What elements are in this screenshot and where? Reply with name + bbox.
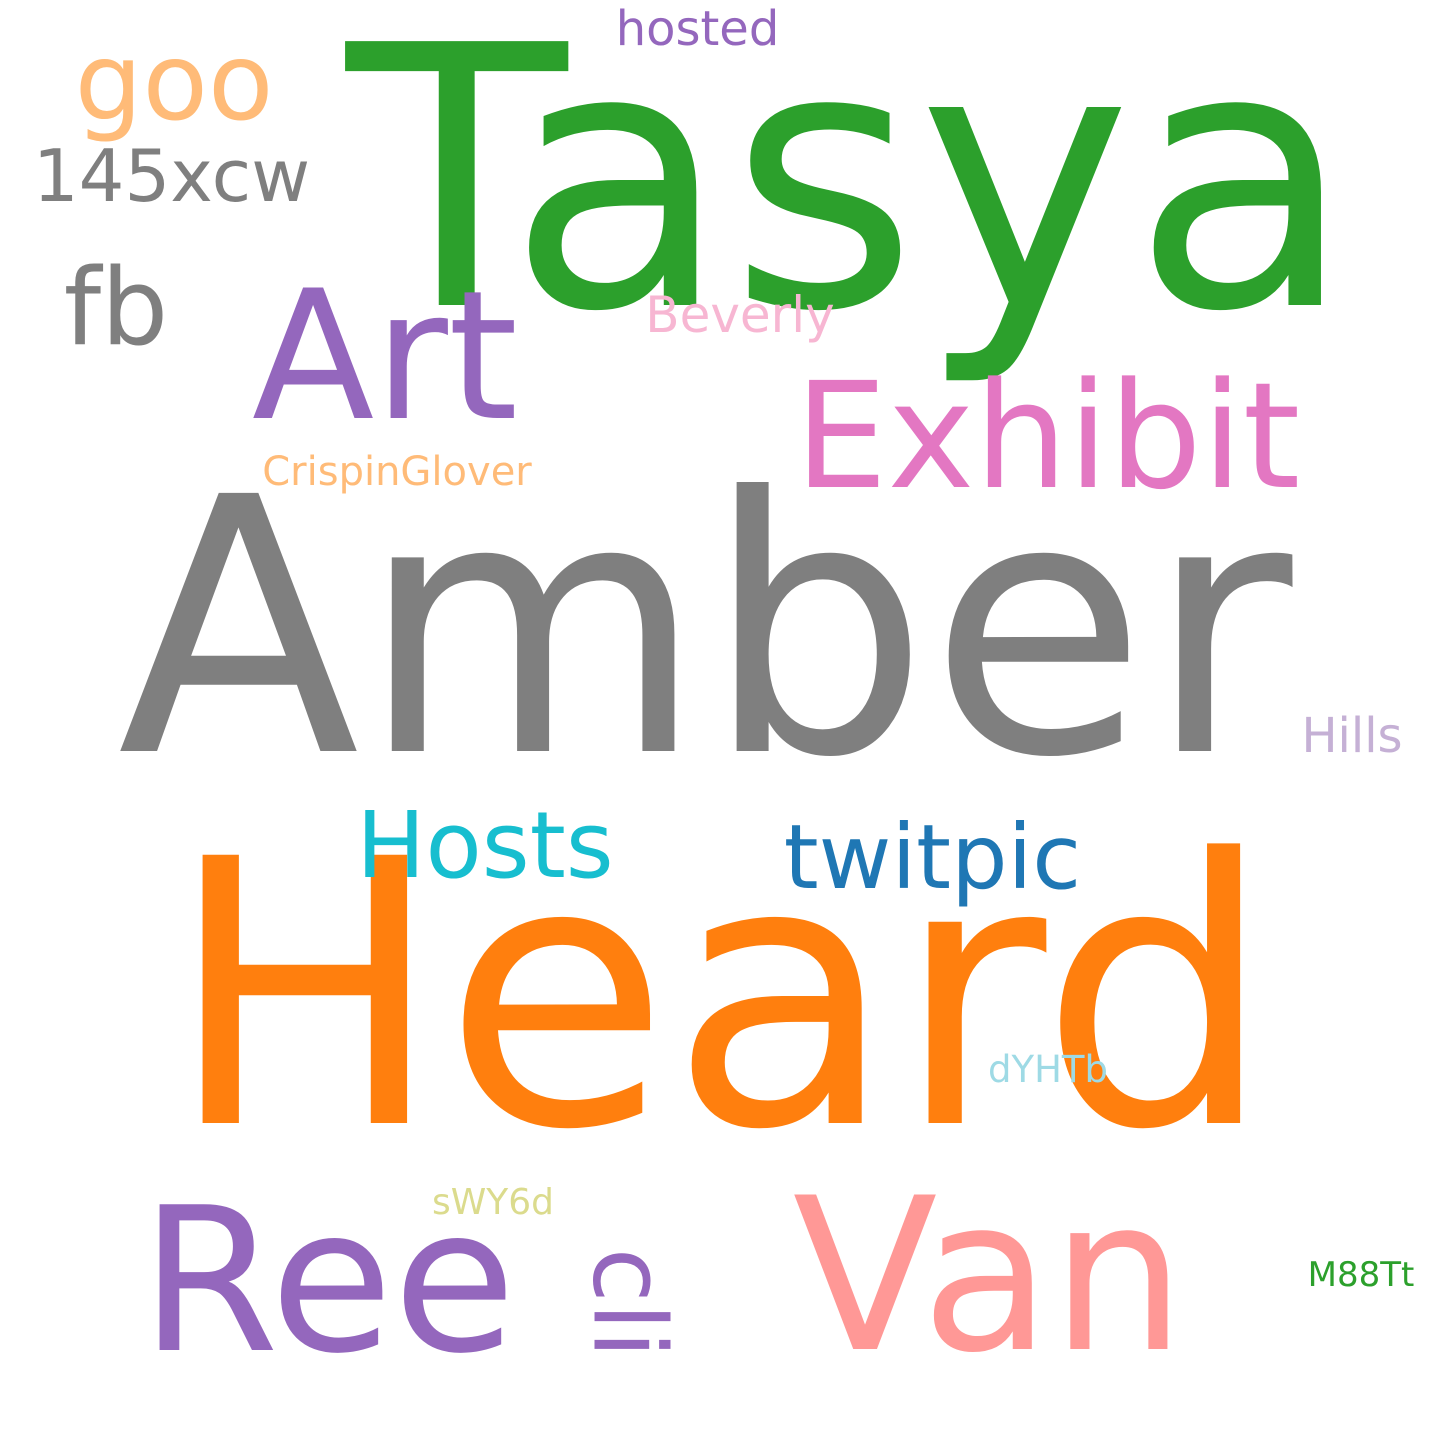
word-ree: Ree [139,1165,517,1398]
word-hills: Hills [1301,708,1403,764]
word-hosts: Hosts [356,792,614,899]
word-145xcw: 145xcw [32,134,311,218]
word-twitpic: twitpic [783,805,1082,909]
word-hosted: hosted [615,1,780,57]
word-heard: Heard [166,781,1274,1210]
word-swy6d: sWY6d [432,1182,554,1224]
word-van: Van [792,1152,1186,1399]
word-crispinglover: CrispinGlover [262,449,532,495]
word-beverly: Beverly [645,286,835,344]
word-art: Art [251,253,519,461]
word-fb: fb [63,246,169,369]
word-amber: Amber [117,423,1293,835]
word-goo: goo [74,21,274,145]
word-m88tt: M88Tt [1307,1255,1415,1295]
word-exhibit: Exhibit [794,351,1301,522]
word-dyhtb: dYHTb [988,1047,1108,1091]
word-tasya: Tasya [346,0,1354,391]
word-cli: cli [569,1247,687,1359]
